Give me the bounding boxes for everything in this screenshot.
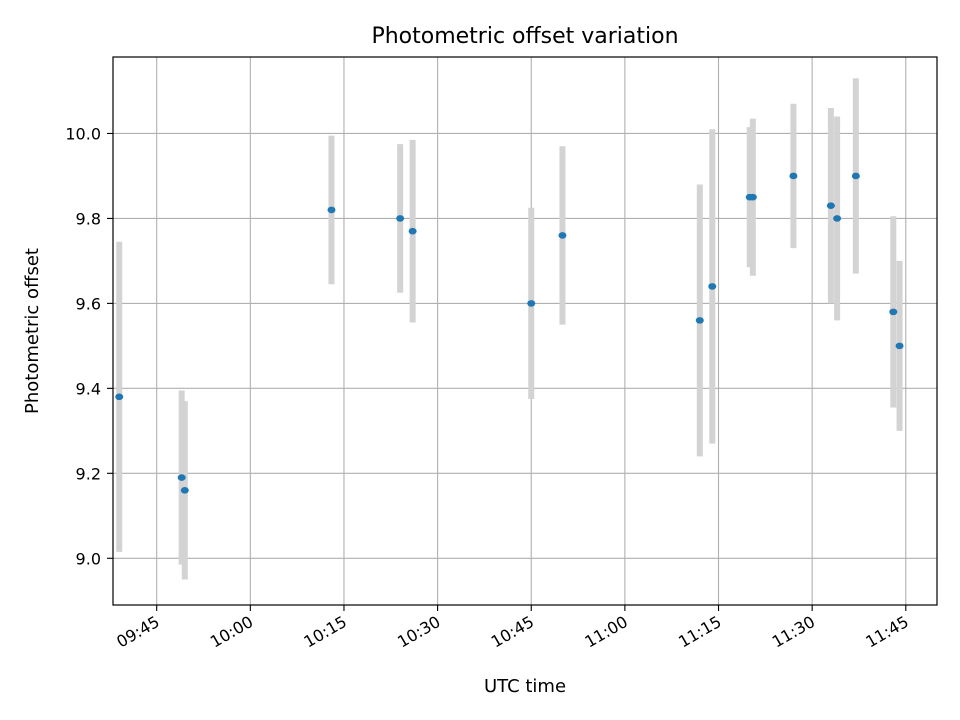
x-tick-label: 10:00 — [207, 612, 256, 652]
y-axis-label: Photometric offset — [22, 248, 43, 414]
data-point — [826, 202, 835, 209]
data-point — [695, 317, 704, 324]
x-tick-label: 10:15 — [301, 612, 350, 652]
data-point — [708, 283, 717, 290]
data-point — [851, 172, 860, 180]
grid — [113, 57, 937, 605]
data-point — [180, 487, 189, 494]
data-point — [327, 206, 336, 214]
data-points — [115, 172, 904, 494]
chart-title: Photometric offset variation — [371, 24, 678, 49]
x-tick-label: 11:45 — [862, 612, 911, 652]
x-axis-label: UTC time — [484, 676, 566, 697]
x-tick-label: 11:00 — [581, 612, 630, 652]
data-point — [789, 172, 798, 180]
y-tick-label: 9.6 — [76, 294, 101, 313]
y-tick-label: 9.2 — [76, 464, 101, 483]
plot-frame — [112, 56, 938, 606]
data-point — [527, 300, 536, 307]
data-point — [396, 215, 405, 222]
data-point — [748, 193, 757, 201]
x-tick-label: 11:30 — [769, 612, 818, 652]
x-tick-label: 10:45 — [488, 612, 537, 652]
data-point — [889, 308, 898, 316]
error-bars — [116, 78, 903, 580]
data-point — [558, 232, 567, 239]
data-point — [895, 342, 904, 350]
y-tick-label: 9.8 — [76, 209, 101, 228]
data-point — [177, 474, 186, 481]
x-tick-label: 09:45 — [113, 612, 162, 652]
data-point — [833, 215, 842, 222]
data-point — [408, 227, 417, 235]
y-tick-label: 9.0 — [76, 549, 101, 568]
y-tick-label: 9.4 — [76, 379, 101, 398]
data-point — [115, 393, 124, 401]
x-tick-label: 11:15 — [675, 612, 724, 652]
x-tick-label: 10:30 — [394, 612, 443, 652]
y-tick-label: 10.0 — [65, 124, 101, 143]
